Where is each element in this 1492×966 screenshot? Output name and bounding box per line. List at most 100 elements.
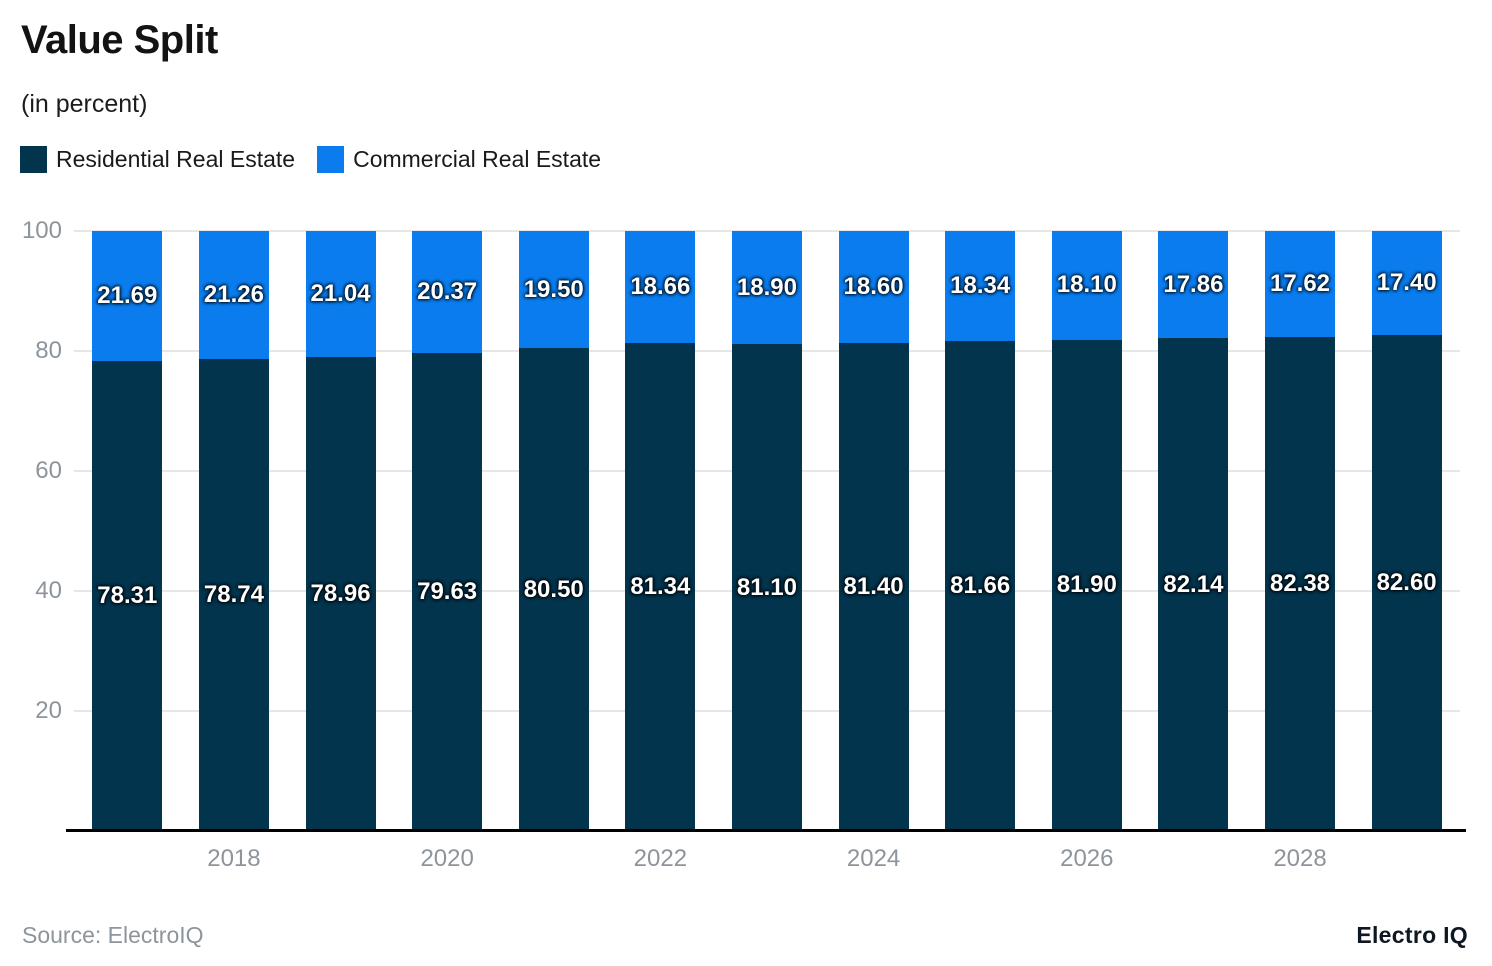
bar-segment-commercial: 20.37 — [412, 231, 483, 354]
legend-item: Residential Real Estate — [20, 146, 295, 173]
x-tick-label: 2026 — [1060, 845, 1114, 872]
bar-segment-commercial: 21.04 — [305, 231, 376, 358]
bar-column: 17.86 82.14 — [1140, 231, 1247, 831]
bar-column: 19.50 80.50 — [500, 231, 607, 831]
x-tick-label — [1140, 845, 1247, 873]
bar-segment-residential: 81.10 — [731, 344, 802, 831]
bar-segment-residential: 78.31 — [92, 361, 163, 831]
stacked-bar: 19.50 80.50 — [518, 231, 589, 831]
x-tick-label: 2018 — [207, 845, 261, 872]
bar-segment-residential: 82.60 — [1371, 335, 1442, 831]
stacked-bar: 18.90 81.10 — [731, 231, 802, 831]
x-tick-label: 2022 — [633, 845, 688, 872]
segment-value-label: 81.10 — [736, 573, 797, 601]
segment-value-label: 17.40 — [1376, 269, 1437, 297]
stacked-bar: 18.60 81.40 — [838, 231, 909, 831]
segment-value-label: 82.60 — [1376, 569, 1437, 597]
segment-value-label: 18.66 — [630, 272, 691, 300]
bar-segment-residential: 78.74 — [198, 358, 269, 831]
legend-label: Residential Real Estate — [56, 146, 296, 172]
stacked-bar: 21.04 78.96 — [305, 231, 376, 831]
bar-segment-commercial: 18.10 — [1051, 231, 1122, 340]
stacked-bar: 18.66 81.34 — [625, 231, 696, 831]
segment-value-label: 81.34 — [630, 572, 691, 600]
bar-segment-commercial: 17.86 — [1158, 231, 1229, 339]
bar-column: 18.60 81.40 — [820, 231, 927, 831]
x-tick-label — [287, 845, 394, 873]
bar-segment-residential: 79.63 — [412, 353, 483, 831]
bar-segment-residential: 82.14 — [1158, 338, 1229, 831]
segment-value-label: 21.04 — [310, 280, 371, 308]
segment-value-label: 81.66 — [950, 572, 1011, 599]
legend-item: Commercial Real Estate — [317, 146, 601, 173]
segment-value-label: 82.14 — [1163, 570, 1224, 598]
bar-segment-commercial: 17.62 — [1265, 231, 1335, 337]
chart-legend: Residential Real Estate Commercial Real E… — [20, 146, 623, 173]
bar-segment-commercial: 18.60 — [838, 231, 909, 343]
bar-column: 18.90 81.10 — [714, 231, 821, 831]
plot-area: 21.69 78.31 21.26 78.74 21.04 78.96 20.37 79.63… — [66, 230, 1466, 832]
bar-column: 21.04 78.96 — [287, 231, 394, 831]
bar-segment-commercial: 17.40 — [1371, 231, 1442, 336]
x-tick-label: 2024 — [846, 845, 901, 872]
stacked-bar: 21.26 78.74 — [198, 231, 269, 831]
bar-segment-commercial: 21.69 — [92, 231, 163, 362]
bar-column: 18.10 81.90 — [1033, 231, 1140, 831]
stacked-bar: 21.69 78.31 — [92, 231, 163, 831]
bar-column: 20.37 79.63 — [394, 231, 501, 831]
bar-segment-residential: 81.90 — [1051, 339, 1122, 831]
bar-column: 18.66 81.34 — [607, 231, 714, 831]
segment-value-label: 18.60 — [843, 272, 904, 300]
stacked-bar: 17.86 82.14 — [1158, 231, 1229, 831]
legend-swatch — [20, 146, 47, 173]
bar-column: 17.62 82.38 — [1247, 231, 1354, 831]
bar-segment-residential: 80.50 — [518, 348, 589, 831]
bars-container: 21.69 78.31 21.26 78.74 21.04 78.96 20.37 79.63… — [74, 231, 1460, 831]
bar-column: 21.26 78.74 — [181, 231, 288, 831]
segment-value-label: 18.90 — [736, 273, 797, 301]
bar-column: 21.69 78.31 — [74, 231, 181, 831]
segment-value-label: 18.10 — [1056, 271, 1117, 299]
bar-segment-residential: 81.34 — [625, 342, 696, 831]
source-text: Source: ElectroIQ — [22, 922, 204, 948]
page-title: Value Split — [21, 18, 218, 62]
segment-value-label: 19.50 — [523, 275, 584, 303]
x-tick-label — [927, 845, 1034, 873]
x-tick-label — [714, 845, 821, 873]
bar-segment-commercial: 18.90 — [731, 231, 802, 345]
bar-segment-commercial: 18.66 — [625, 231, 696, 343]
chart-subtitle: (in percent) — [21, 90, 148, 118]
brand-logo: Electro IQ — [1356, 922, 1468, 948]
stacked-bar: 17.62 82.38 — [1265, 231, 1335, 831]
x-axis-baseline — [66, 829, 1466, 832]
bar-segment-residential: 78.96 — [305, 357, 376, 831]
y-axis: 20 40 60 80 100 — [0, 219, 62, 831]
x-tick-label — [1353, 845, 1460, 873]
segment-value-label: 78.74 — [203, 580, 264, 608]
segment-value-label: 18.34 — [950, 272, 1011, 300]
segment-value-label: 79.63 — [417, 578, 478, 606]
stacked-bar: 18.10 81.90 — [1051, 231, 1122, 831]
legend-swatch — [317, 146, 345, 173]
y-tick-label-80: 80 — [35, 337, 62, 364]
x-tick-label — [74, 845, 181, 873]
y-tick-label-100: 100 — [21, 217, 62, 244]
bar-segment-residential: 81.66 — [945, 341, 1016, 831]
segment-value-label: 81.40 — [843, 572, 904, 600]
segment-value-label: 82.38 — [1269, 569, 1331, 597]
bar-segment-commercial: 21.26 — [198, 231, 269, 359]
segment-value-label: 17.62 — [1269, 269, 1331, 297]
stacked-bar: 17.40 82.60 — [1371, 231, 1442, 831]
segment-value-label: 20.37 — [417, 278, 478, 306]
x-tick-label: 2020 — [420, 845, 474, 872]
segment-value-label: 21.26 — [203, 280, 264, 308]
x-axis: 2018 2020 2022 2024 2026 2028 — [74, 845, 1460, 873]
bar-segment-commercial: 19.50 — [518, 231, 589, 348]
stacked-bar: 18.34 81.66 — [945, 231, 1016, 831]
segment-value-label: 78.31 — [97, 582, 158, 610]
segment-value-label: 81.90 — [1056, 571, 1117, 599]
x-tick-label — [500, 845, 607, 873]
stacked-bar: 20.37 79.63 — [412, 231, 483, 831]
bar-segment-commercial: 18.34 — [945, 231, 1016, 342]
bar-column: 18.34 81.66 — [927, 231, 1034, 831]
